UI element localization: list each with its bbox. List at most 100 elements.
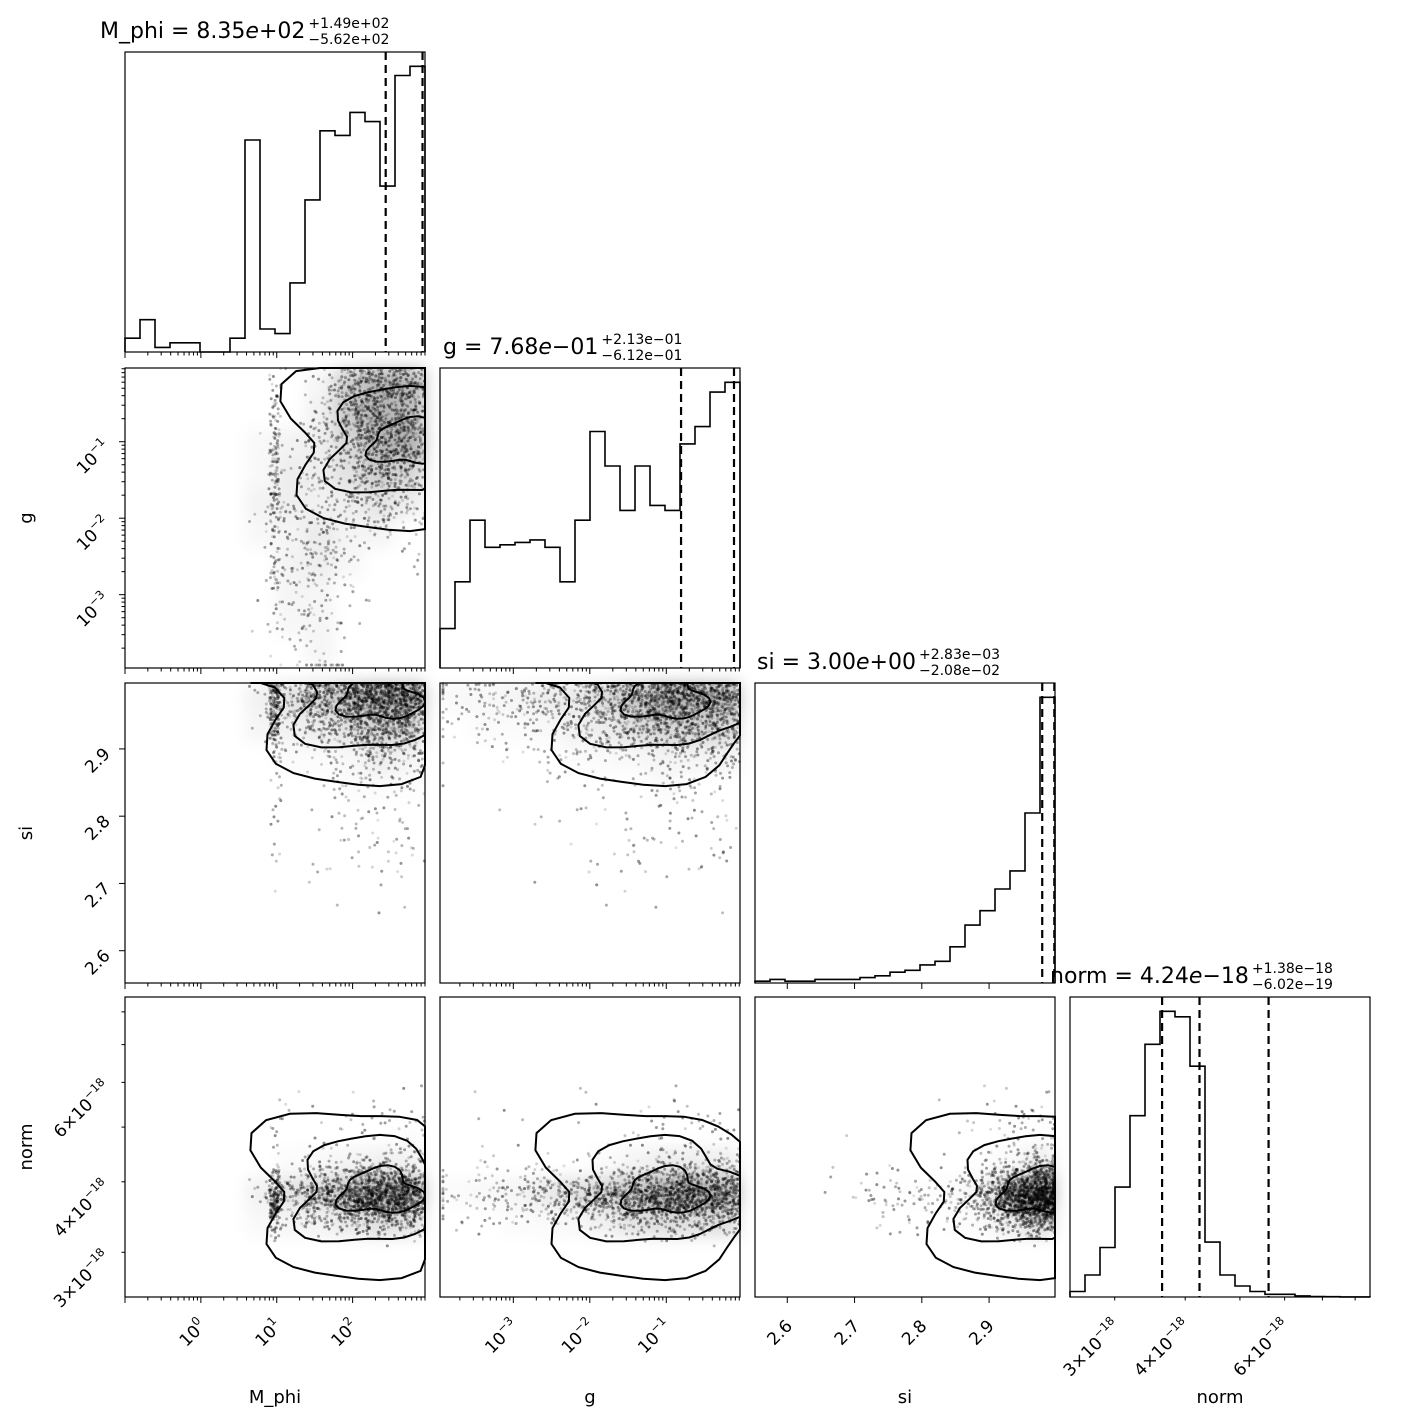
sample-point (608, 743, 612, 747)
sample-point (364, 720, 367, 724)
sample-point (386, 795, 390, 799)
density-cell (305, 428, 335, 458)
sample-point (414, 741, 418, 745)
sample-point (386, 472, 390, 476)
sample-point (291, 555, 294, 559)
density-cell (305, 518, 335, 548)
sample-point (321, 380, 325, 384)
sample-point (301, 625, 305, 629)
sample-point (349, 731, 353, 735)
sample-point (389, 513, 392, 517)
sample-point (306, 770, 309, 774)
sample-point (372, 746, 375, 750)
sample-point (572, 752, 575, 756)
sample-point (361, 474, 365, 478)
sample-point (333, 796, 337, 800)
sample-point (389, 450, 393, 454)
sample-point (357, 864, 361, 868)
sample-point (383, 754, 387, 758)
sample-point (619, 869, 623, 873)
sample-point (441, 727, 445, 731)
sample-point (357, 406, 361, 410)
sample-point (406, 425, 410, 429)
sample-point (366, 435, 370, 439)
sample-point (365, 407, 369, 411)
sample-point (336, 392, 340, 396)
sample-point (373, 411, 377, 415)
sample-point (356, 429, 360, 433)
sample-point (421, 427, 425, 431)
sample-point (342, 575, 345, 579)
sample-point (398, 383, 402, 387)
sample-point (383, 440, 387, 444)
sample-point (403, 436, 407, 440)
density-cell (965, 1207, 995, 1237)
sample-point (371, 758, 375, 762)
sample-point (329, 399, 332, 403)
sample-point (273, 529, 277, 533)
sample-point (361, 400, 364, 404)
sample-point (411, 377, 415, 381)
sample-point (273, 733, 277, 737)
sample-point (377, 479, 381, 483)
sample-point (357, 433, 361, 437)
sample-point (359, 399, 363, 403)
sample-point (278, 600, 282, 604)
sample-point (309, 548, 313, 552)
sample-point (395, 429, 399, 433)
sample-point (295, 663, 299, 667)
sample-point (367, 371, 371, 375)
sample-point (417, 713, 421, 716)
sample-point (380, 415, 384, 419)
sample-point (372, 406, 376, 410)
sample-point (302, 704, 306, 708)
density-cell (530, 683, 560, 713)
sample-point (314, 713, 318, 717)
sample-point (274, 515, 278, 519)
sample-point (339, 770, 342, 774)
density-cell (275, 608, 305, 638)
sample-point (309, 489, 313, 493)
sample-point (416, 427, 420, 431)
sample-point (661, 781, 665, 785)
sample-point (272, 749, 276, 753)
sample-point (276, 443, 280, 447)
sample-point (553, 694, 557, 698)
sample-point (337, 697, 341, 701)
sample-point (401, 429, 405, 432)
sample-point (346, 371, 350, 375)
sample-point (269, 554, 273, 558)
sample-point (538, 704, 542, 708)
sample-point (716, 815, 720, 819)
sample-point (410, 394, 414, 398)
sample-point (371, 436, 375, 440)
sample-point (373, 725, 377, 729)
sample-point (392, 790, 396, 794)
sample-point (368, 846, 372, 849)
sample-point (412, 408, 416, 412)
sample-point (404, 733, 408, 736)
sample-point (419, 683, 422, 687)
sample-point (310, 521, 314, 525)
sample-point (412, 705, 416, 709)
sample-point (417, 400, 421, 404)
sample-point (374, 716, 378, 720)
sample-point (418, 520, 422, 524)
sample-point (608, 736, 611, 740)
sample-point (318, 439, 322, 443)
sample-point (313, 550, 317, 554)
sample-point (282, 500, 286, 504)
sample-point (402, 448, 406, 452)
sample-point (406, 411, 410, 415)
sample-point (352, 480, 356, 484)
sample-point (375, 732, 379, 736)
sample-point (298, 638, 302, 642)
sample-point (413, 398, 417, 401)
sample-point (279, 663, 283, 667)
sample-point (331, 522, 335, 526)
sample-point (626, 720, 630, 724)
sample-point (390, 418, 394, 422)
sample-point (270, 382, 274, 386)
sample-point (355, 500, 359, 504)
sample-point (381, 372, 385, 376)
